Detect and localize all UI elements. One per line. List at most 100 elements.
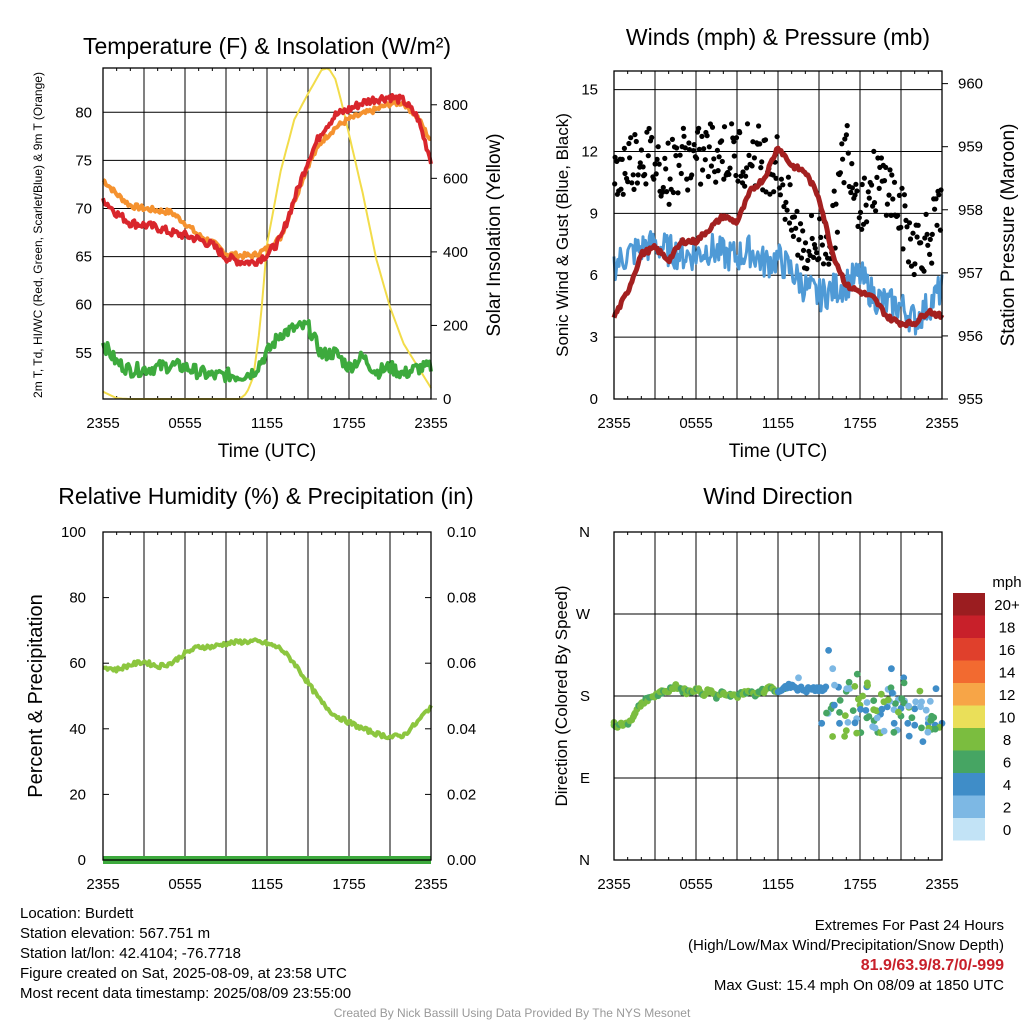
gust-point <box>923 211 929 217</box>
colorbar-label: 0 <box>1003 822 1011 839</box>
gust-point <box>762 137 769 143</box>
y2-tick-label: 959 <box>958 139 983 156</box>
y-tick-label: 3 <box>590 329 598 346</box>
gust-point <box>652 161 658 167</box>
wind-direction-panel: E S W N N 2355 0555 1155 1755 2355 Wind Direction D… <box>552 483 1022 893</box>
gust-point <box>665 140 671 146</box>
gust-point <box>876 185 882 191</box>
gust-point <box>809 235 815 242</box>
gust-point <box>696 146 703 152</box>
gust-point <box>802 240 809 246</box>
x-tick-label: 2355 <box>86 876 119 893</box>
gust-point <box>662 155 668 161</box>
gust-point <box>620 191 626 197</box>
direction-point <box>892 700 899 707</box>
gust-point <box>737 130 743 136</box>
gust-point <box>881 178 888 184</box>
gust-point <box>670 189 677 196</box>
y-axis-label: Direction (Colored By Speed) <box>552 585 571 806</box>
colorbar-label: 12 <box>999 687 1016 704</box>
x-tick-label: 2355 <box>597 415 630 432</box>
gust-point <box>708 163 715 169</box>
x-tick-label: 1155 <box>251 876 283 893</box>
gust-point <box>645 153 651 159</box>
gust-point <box>834 229 841 235</box>
gust-point <box>849 185 856 191</box>
gust-point <box>790 233 797 239</box>
direction-point <box>845 678 853 686</box>
gust-point <box>634 180 641 186</box>
gust-point <box>705 173 712 180</box>
gust-point <box>890 196 896 202</box>
direction-point <box>870 697 878 704</box>
direction-point <box>905 702 912 710</box>
x-tick-label: 2355 <box>86 415 119 432</box>
colorbar-label: 16 <box>999 642 1016 659</box>
extremes-subtitle: (High/Low/Max Wind/Precipitation/Snow De… <box>688 937 1004 954</box>
direction-point <box>864 682 871 689</box>
gust-point <box>791 214 798 220</box>
gust-point <box>915 222 921 228</box>
gust-point <box>787 182 793 188</box>
x-axis-label: Time (UTC) <box>729 441 828 462</box>
gust-point <box>783 199 789 205</box>
gust-point <box>767 191 773 197</box>
gust-point <box>673 153 679 159</box>
gust-point <box>676 162 682 168</box>
x-tick-label: 0555 <box>679 415 712 432</box>
colorbar-label: 6 <box>1003 755 1011 772</box>
gust-point <box>864 219 870 225</box>
y2-tick-label: 0.04 <box>447 721 476 738</box>
latlon-text: Station lat/lon: 42.4104; -76.7718 <box>20 945 242 962</box>
direction-point <box>831 681 838 689</box>
gust-point <box>758 165 764 171</box>
gust-point <box>674 145 680 151</box>
gust-point <box>818 234 824 240</box>
max-gust-text: Max Gust: 15.4 mph On 08/09 at 1850 UTC <box>713 977 1004 994</box>
colorbar-swatch <box>953 660 985 683</box>
gust-point <box>925 242 931 248</box>
direction-point <box>930 714 938 721</box>
gust-point <box>675 190 681 196</box>
gust-point <box>899 185 905 191</box>
gust-point <box>898 224 904 230</box>
x-tick-label: 2355 <box>414 876 447 893</box>
y2-axis-label: Solar Insolation (Yellow) <box>484 133 505 336</box>
gust-point <box>711 156 717 162</box>
direction-point <box>911 705 919 713</box>
gust-point <box>704 133 710 139</box>
x-tick-label: 1755 <box>332 876 365 893</box>
y2-tick-label: 0.08 <box>447 590 476 607</box>
direction-point <box>880 727 888 735</box>
direction-point <box>884 696 892 704</box>
gust-point <box>735 178 741 184</box>
direction-point <box>873 707 880 715</box>
gust-point <box>635 172 641 178</box>
gust-point <box>740 169 746 175</box>
gust-point <box>929 231 935 237</box>
gust-point <box>910 230 916 236</box>
y-tick-label: 80 <box>75 104 92 121</box>
gust-point <box>658 193 664 199</box>
gust-point <box>840 156 846 162</box>
y-tick-label: 75 <box>75 152 92 169</box>
gust-point <box>853 181 859 187</box>
gust-point <box>633 138 639 145</box>
y-tick-label: W <box>576 606 591 623</box>
direction-point <box>912 698 920 706</box>
y-tick-label: 100 <box>61 524 86 541</box>
x-tick-label: 1155 <box>762 415 794 432</box>
x-tick-label: 1755 <box>843 876 876 893</box>
gust-point <box>871 148 877 154</box>
gust-point <box>627 155 633 161</box>
gust-point <box>709 124 716 130</box>
gust-point <box>757 141 763 147</box>
gust-point <box>938 187 944 193</box>
gust-point <box>891 179 898 185</box>
plot-frame <box>613 531 943 861</box>
gust-point <box>929 260 935 266</box>
gust-point <box>806 248 812 254</box>
direction-point <box>853 729 861 737</box>
direction-point <box>863 699 871 706</box>
y-tick-label: 20 <box>69 786 86 803</box>
